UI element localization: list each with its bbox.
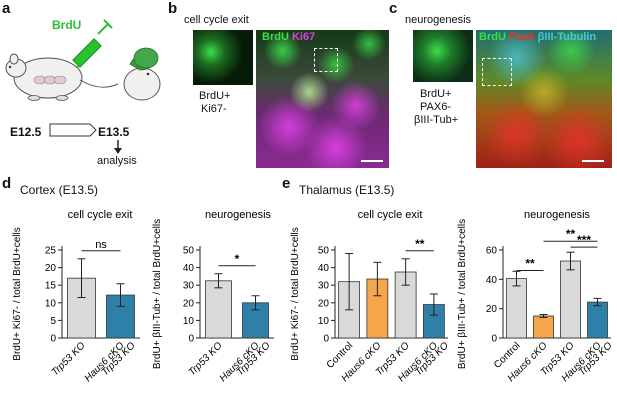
panel-label-a: a [2,0,11,17]
chart-e-cell-cycle-exit: cell cycle exit BrdU+ Ki67- / total BrdU+… [290,209,451,384]
c-zoom-box [482,58,512,86]
y-tick-label: 15 [45,281,57,292]
c-inset-label-3: βIII-Tub+ [414,114,459,126]
y-tick-label: 10 [318,316,330,327]
c-legend: BrdU Pax6 βIII-Tubulin [479,31,596,43]
panel-label-b: b [168,0,178,17]
bar [587,301,608,339]
schematic-mouse-injection [5,19,161,154]
significance-label: *** [577,233,591,247]
panel-e-title: Thalamus (E13.5) [299,183,395,197]
y-tick-label: 40 [183,263,195,274]
chart-title: cell cycle exit [358,209,423,221]
chart-d-neurogenesis: neurogenesis BrdU+ βIII-Tub+ / total BrdU… [152,209,274,384]
y-tick-label: 0 [188,334,194,345]
c-inset-image [413,30,473,82]
b-inset-label-2: Ki67- [201,103,227,115]
chart-e-neurogenesis: neurogenesis BrdU+ βIII-Tub+ / total BrdU… [457,209,615,384]
c-legend-brdu: BrdU [479,31,506,43]
significance-label: ** [415,237,425,251]
y-axis-label: BrdU+ Ki67- / total BrdU+cells [290,227,301,360]
y-tick-label: 10 [45,298,57,309]
y-tick-label: 30 [318,281,330,292]
bar [506,278,527,339]
panel-d-title: Cortex (E13.5) [20,183,99,197]
y-tick-label: 60 [486,246,498,257]
b-scale-bar [361,160,383,162]
embryo-icon [123,47,161,101]
c-main-image [476,30,612,168]
y-tick-label: 10 [183,316,195,327]
b-legend: BrdU Ki67 [262,31,315,43]
y-tick-label: 40 [486,275,498,286]
c-scale-bar [582,160,604,162]
e135-label: E13.5 [98,125,130,139]
y-tick-label: 40 [318,263,330,274]
y-tick-label: 50 [318,246,330,257]
significance-label: ** [566,227,576,241]
significance-label: ** [525,257,535,271]
bar [533,315,554,339]
y-tick-label: 30 [183,281,195,292]
panel-label-c: c [389,0,398,17]
c-inset-label-2: PAX6- [420,101,451,113]
analysis-label: analysis [97,155,137,167]
timeline-arrow [49,123,97,137]
y-axis-label: BrdU+ Ki67- / total BrdU+cells [12,227,23,360]
y-tick-label: 20 [45,263,57,274]
c-legend-pax6: Pax6 [508,31,535,43]
panel-b-title: cell cycle exit [184,14,249,26]
y-tick-label: 0 [323,334,329,345]
y-tick-label: 25 [45,246,57,257]
y-tick-label: 0 [491,334,497,345]
bar [560,260,581,339]
y-tick-label: 20 [318,298,330,309]
b-zoom-box [314,48,338,72]
b-legend-ki67: Ki67 [291,31,316,43]
c-legend-tubulin: βIII-Tubulin [537,31,597,43]
chart-title: neurogenesis [205,209,272,221]
y-tick-label: 20 [486,304,498,315]
chart-d-cell-cycle-exit: cell cycle exit BrdU+ Ki67- / total BrdU+… [12,209,140,384]
e125-label: E12.5 [10,125,42,139]
y-tick-label: 20 [183,298,195,309]
b-legend-brdu: BrdU [262,31,289,43]
y-axis-label: BrdU+ βIII-Tub+ / total BrdU+cells [457,219,468,369]
c-inset-label-1: BrdU+ [420,88,452,100]
mouse-icon [5,53,119,101]
chart-title: cell cycle exit [68,209,133,221]
b-inset-image [193,30,253,85]
panel-label-d: d [2,175,12,192]
x-tick-label: Trp53 KO [187,340,225,378]
brdu-label: BrdU [52,18,82,32]
panel-c-title: neurogenesis [405,14,472,26]
syringe-icon [71,19,113,73]
y-tick-label: 50 [183,246,195,257]
b-main-image [256,30,389,168]
significance-label: * [235,252,240,266]
bar [205,280,232,339]
b-inset-label-1: BrdU+ [199,90,231,102]
y-tick-label: 0 [50,334,56,345]
chart-title: neurogenesis [524,209,591,221]
significance-label: ns [95,239,107,251]
y-axis-label: BrdU+ βIII-Tub+ / total BrdU+cells [152,219,163,369]
y-tick-label: 5 [50,316,56,327]
panel-label-e: e [282,175,291,192]
x-tick-label: Trp53 KO [50,340,88,378]
